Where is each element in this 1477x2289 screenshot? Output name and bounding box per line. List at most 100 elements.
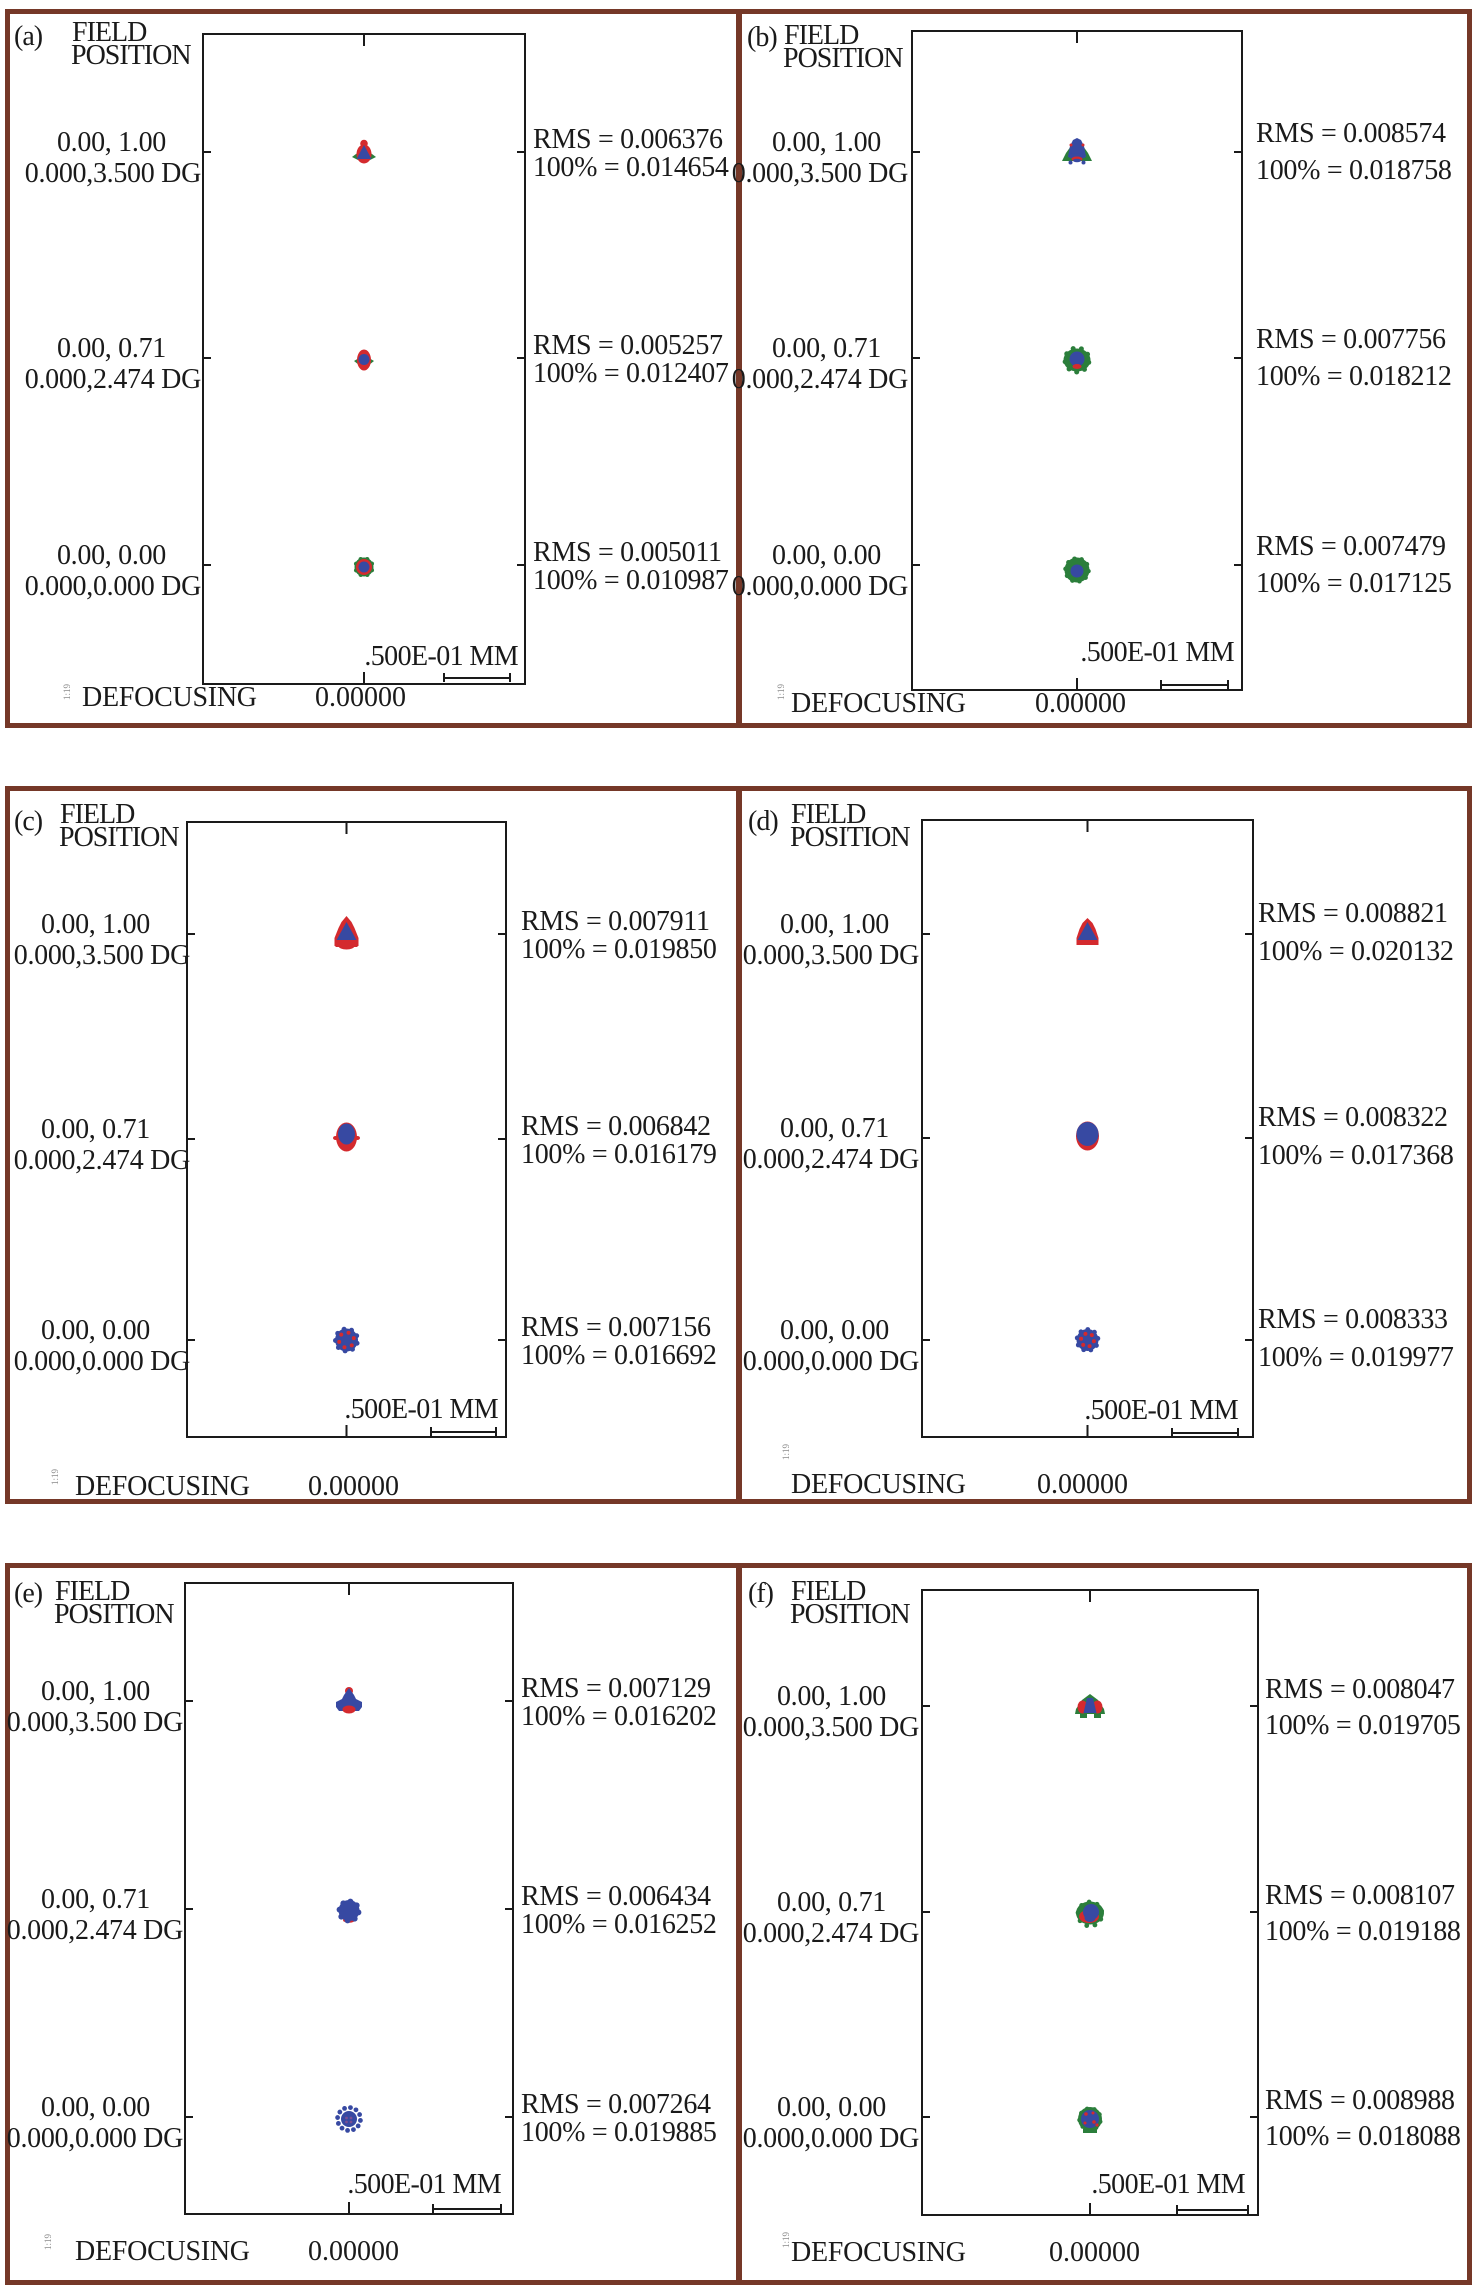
svg-text:FIELD: FIELD — [72, 17, 147, 48]
svg-text:POSITION: POSITION — [71, 40, 191, 71]
svg-text:RMS = 0.007756: RMS = 0.007756 — [1256, 324, 1446, 355]
svg-text:FIELD: FIELD — [784, 20, 859, 51]
svg-text:RMS = 0.006434: RMS = 0.006434 — [521, 1881, 711, 1912]
svg-text:0.00, 0.71: 0.00, 0.71 — [57, 333, 166, 364]
svg-text:0.00000: 0.00000 — [308, 2236, 399, 2267]
svg-text:0.000,3.500 DG: 0.000,3.500 DG — [743, 1712, 919, 1743]
svg-text:0.000,0.000 DG: 0.000,0.000 DG — [14, 1346, 190, 1377]
svg-text:FIELD: FIELD — [60, 799, 135, 830]
svg-text:1:19: 1:19 — [62, 683, 72, 700]
svg-text:DEFOCUSING: DEFOCUSING — [791, 2237, 966, 2268]
svg-text:.500E-01 MM: .500E-01 MM — [1080, 637, 1234, 668]
svg-text:0.00, 0.00: 0.00, 0.00 — [780, 1315, 889, 1346]
svg-text:0.000,2.474 DG: 0.000,2.474 DG — [743, 1918, 919, 1949]
svg-text:100% = 0.016252: 100% = 0.016252 — [521, 1909, 717, 1940]
svg-text:100% = 0.019885: 100% = 0.019885 — [521, 2117, 717, 2148]
svg-text:0.000,0.000 DG: 0.000,0.000 DG — [743, 2123, 919, 2154]
svg-text:DEFOCUSING: DEFOCUSING — [82, 682, 257, 713]
svg-text:RMS = 0.007264: RMS = 0.007264 — [521, 2089, 711, 2120]
svg-text:0.00, 1.00: 0.00, 1.00 — [777, 1681, 886, 1712]
svg-text:0.000,2.474 DG: 0.000,2.474 DG — [732, 364, 908, 395]
svg-text:0.00, 1.00: 0.00, 1.00 — [780, 909, 889, 940]
svg-text:RMS = 0.008322: RMS = 0.008322 — [1258, 1102, 1448, 1133]
svg-text:0.00, 0.71: 0.00, 0.71 — [777, 1887, 886, 1918]
svg-text:0.000,0.000 DG: 0.000,0.000 DG — [25, 571, 201, 602]
svg-text:0.000,2.474 DG: 0.000,2.474 DG — [25, 364, 201, 395]
svg-text:100% = 0.010987: 100% = 0.010987 — [533, 565, 729, 596]
svg-text:RMS = 0.008988: RMS = 0.008988 — [1265, 2085, 1455, 2116]
svg-text:0.000,3.500 DG: 0.000,3.500 DG — [14, 940, 190, 971]
svg-text:DEFOCUSING: DEFOCUSING — [75, 2236, 250, 2267]
svg-text:0.000,3.500 DG: 0.000,3.500 DG — [7, 1707, 183, 1738]
svg-text:0.000,3.500 DG: 0.000,3.500 DG — [25, 158, 201, 189]
svg-text:0.00, 1.00: 0.00, 1.00 — [41, 1676, 150, 1707]
svg-text:0.00, 0.00: 0.00, 0.00 — [772, 540, 881, 571]
svg-text:RMS = 0.008107: RMS = 0.008107 — [1265, 1880, 1455, 1911]
svg-text:0.00, 0.00: 0.00, 0.00 — [57, 540, 166, 571]
svg-text:0.000,0.000 DG: 0.000,0.000 DG — [7, 2123, 183, 2154]
svg-text:0.00, 0.00: 0.00, 0.00 — [777, 2092, 886, 2123]
svg-text:RMS = 0.007129: RMS = 0.007129 — [521, 1673, 711, 1704]
svg-text:100% = 0.018758: 100% = 0.018758 — [1256, 155, 1452, 186]
svg-text:1:19: 1:19 — [43, 2233, 53, 2250]
svg-text:FIELD: FIELD — [55, 1576, 130, 1607]
svg-text:100% = 0.016202: 100% = 0.016202 — [521, 1701, 717, 1732]
svg-text:1:19: 1:19 — [781, 1443, 791, 1460]
svg-text:100% = 0.012407: 100% = 0.012407 — [533, 358, 729, 389]
svg-text:RMS = 0.007479: RMS = 0.007479 — [1256, 531, 1446, 562]
svg-text:0.00, 0.00: 0.00, 0.00 — [41, 2092, 150, 2123]
svg-text:0.00, 0.71: 0.00, 0.71 — [772, 333, 881, 364]
svg-text:DEFOCUSING: DEFOCUSING — [791, 1469, 966, 1500]
svg-text:RMS = 0.007156: RMS = 0.007156 — [521, 1312, 711, 1343]
svg-text:.500E-01 MM: .500E-01 MM — [347, 2169, 501, 2200]
svg-text:0.00000: 0.00000 — [1037, 1469, 1128, 1500]
svg-text:100% = 0.017368: 100% = 0.017368 — [1258, 1140, 1454, 1171]
svg-text:RMS = 0.008574: RMS = 0.008574 — [1256, 118, 1446, 149]
svg-text:POSITION: POSITION — [59, 822, 179, 853]
svg-text:100% = 0.018212: 100% = 0.018212 — [1256, 361, 1452, 392]
svg-text:100% = 0.019188: 100% = 0.019188 — [1265, 1916, 1461, 1947]
svg-text:0.00, 0.71: 0.00, 0.71 — [780, 1113, 889, 1144]
svg-text:100% = 0.016692: 100% = 0.016692 — [521, 1340, 717, 1371]
svg-text:0.00, 0.00: 0.00, 0.00 — [41, 1315, 150, 1346]
svg-text:(c): (c) — [14, 806, 43, 837]
svg-text:1:19: 1:19 — [781, 2231, 791, 2248]
svg-text:RMS = 0.006842: RMS = 0.006842 — [521, 1111, 711, 1142]
svg-text:0.00, 1.00: 0.00, 1.00 — [772, 127, 881, 158]
svg-text:.500E-01 MM: .500E-01 MM — [364, 641, 518, 672]
svg-text:(f): (f) — [748, 1578, 774, 1609]
svg-text:RMS = 0.008821: RMS = 0.008821 — [1258, 898, 1448, 929]
svg-text:0.00000: 0.00000 — [315, 682, 406, 713]
svg-text:0.000,0.000 DG: 0.000,0.000 DG — [743, 1346, 919, 1377]
svg-text:100% = 0.019850: 100% = 0.019850 — [521, 934, 717, 965]
svg-text:.500E-01 MM: .500E-01 MM — [1091, 2169, 1245, 2200]
svg-text:RMS = 0.005011: RMS = 0.005011 — [533, 537, 722, 568]
svg-text:0.000,2.474 DG: 0.000,2.474 DG — [743, 1144, 919, 1175]
svg-text:0.00, 1.00: 0.00, 1.00 — [57, 127, 166, 158]
svg-text:100% = 0.020132: 100% = 0.020132 — [1258, 936, 1454, 967]
svg-text:100% = 0.017125: 100% = 0.017125 — [1256, 568, 1452, 599]
svg-text:(e): (e) — [14, 1578, 43, 1609]
svg-text:.500E-01 MM: .500E-01 MM — [1084, 1395, 1238, 1426]
svg-text:DEFOCUSING: DEFOCUSING — [75, 1471, 250, 1502]
svg-text:1:19: 1:19 — [50, 1468, 60, 1485]
svg-text:100% = 0.018088: 100% = 0.018088 — [1265, 2121, 1461, 2152]
svg-text:100% = 0.019705: 100% = 0.019705 — [1265, 1710, 1461, 1741]
svg-text:0.00000: 0.00000 — [1035, 688, 1126, 719]
svg-text:(a): (a) — [14, 21, 43, 52]
svg-text:RMS = 0.008333: RMS = 0.008333 — [1258, 1304, 1448, 1335]
svg-text:0.000,3.500 DG: 0.000,3.500 DG — [743, 940, 919, 971]
svg-text:RMS = 0.005257: RMS = 0.005257 — [533, 330, 723, 361]
svg-text:0.00000: 0.00000 — [1049, 2237, 1140, 2268]
svg-text:POSITION: POSITION — [783, 43, 903, 74]
svg-text:FIELD: FIELD — [791, 1576, 866, 1607]
svg-text:0.000,2.474 DG: 0.000,2.474 DG — [14, 1145, 190, 1176]
svg-text:RMS = 0.006376: RMS = 0.006376 — [533, 124, 723, 155]
svg-text:0.00000: 0.00000 — [308, 1471, 399, 1502]
svg-text:0.000,2.474 DG: 0.000,2.474 DG — [7, 1915, 183, 1946]
svg-text:0.00, 1.00: 0.00, 1.00 — [41, 909, 150, 940]
svg-text:0.000,3.500 DG: 0.000,3.500 DG — [732, 158, 908, 189]
svg-text:RMS = 0.008047: RMS = 0.008047 — [1265, 1674, 1455, 1705]
svg-text:.500E-01 MM: .500E-01 MM — [344, 1394, 498, 1425]
svg-text:FIELD: FIELD — [791, 799, 866, 830]
